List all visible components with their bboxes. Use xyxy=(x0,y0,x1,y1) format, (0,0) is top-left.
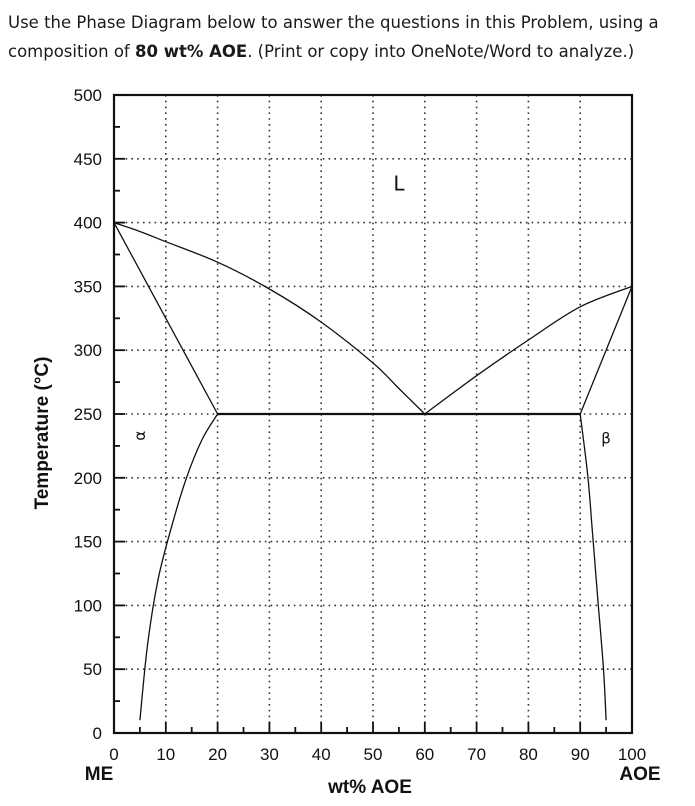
solvus-alpha xyxy=(139,413,219,721)
y-tick-label: 350 xyxy=(74,277,102,296)
y-tick-label: 0 xyxy=(93,724,102,743)
phase-boundaries xyxy=(113,221,633,721)
liquidus-right xyxy=(424,285,633,415)
y-tick-label: 400 xyxy=(74,214,102,233)
y-tick-label: 50 xyxy=(83,660,102,679)
problem-statement: Use the Phase Diagram below to answer th… xyxy=(8,8,688,66)
phase-label: L xyxy=(393,172,405,196)
solvus-beta xyxy=(579,413,607,721)
problem-text-before: Use the Phase Diagram below to answer th… xyxy=(8,13,659,61)
phase-label: α xyxy=(131,431,149,441)
axis-labels: 0 10 20 30 40 50 60 70 80 90 100 0 50 100 150 200 250 300… xyxy=(74,86,647,764)
y-tick-label: 300 xyxy=(74,341,102,360)
x-tick-label: 20 xyxy=(208,745,227,764)
liquidus-left xyxy=(113,221,426,415)
x-tick-label: 100 xyxy=(618,745,646,764)
composition-value: 80 wt% AOE xyxy=(135,42,248,61)
y-tick-label: 450 xyxy=(74,150,102,169)
solidus-beta xyxy=(579,286,633,415)
x-tick-label: 40 xyxy=(312,745,331,764)
x-tick-label: 50 xyxy=(364,745,383,764)
solidus-alpha xyxy=(113,222,219,415)
y-axis-title: Temperature (°C) xyxy=(32,357,53,510)
problem-text-after: . (Print or copy into OneNote/Word to an… xyxy=(247,42,635,61)
x-tick-label: 80 xyxy=(519,745,538,764)
x-axis-title: wt% AOE xyxy=(327,777,412,798)
x-end-label-me: ME xyxy=(85,764,114,785)
y-tick-label: 100 xyxy=(74,596,102,615)
x-tick-label: 30 xyxy=(260,745,279,764)
x-tick-label: 10 xyxy=(156,745,175,764)
phase-labels: Lα β xyxy=(131,172,611,448)
x-tick-label: 60 xyxy=(415,745,434,764)
x-end-label-aoe: AOE xyxy=(619,764,660,785)
y-tick-label: 150 xyxy=(74,533,102,552)
y-tick-label: 250 xyxy=(74,405,102,424)
x-tick-label: 70 xyxy=(467,745,486,764)
x-tick-label: 90 xyxy=(571,745,590,764)
x-tick-label: 0 xyxy=(109,745,118,764)
y-tick-label: 500 xyxy=(74,86,102,105)
axis-ticks xyxy=(113,94,633,734)
phase-label: β xyxy=(601,429,611,447)
y-tick-label: 200 xyxy=(74,469,102,488)
